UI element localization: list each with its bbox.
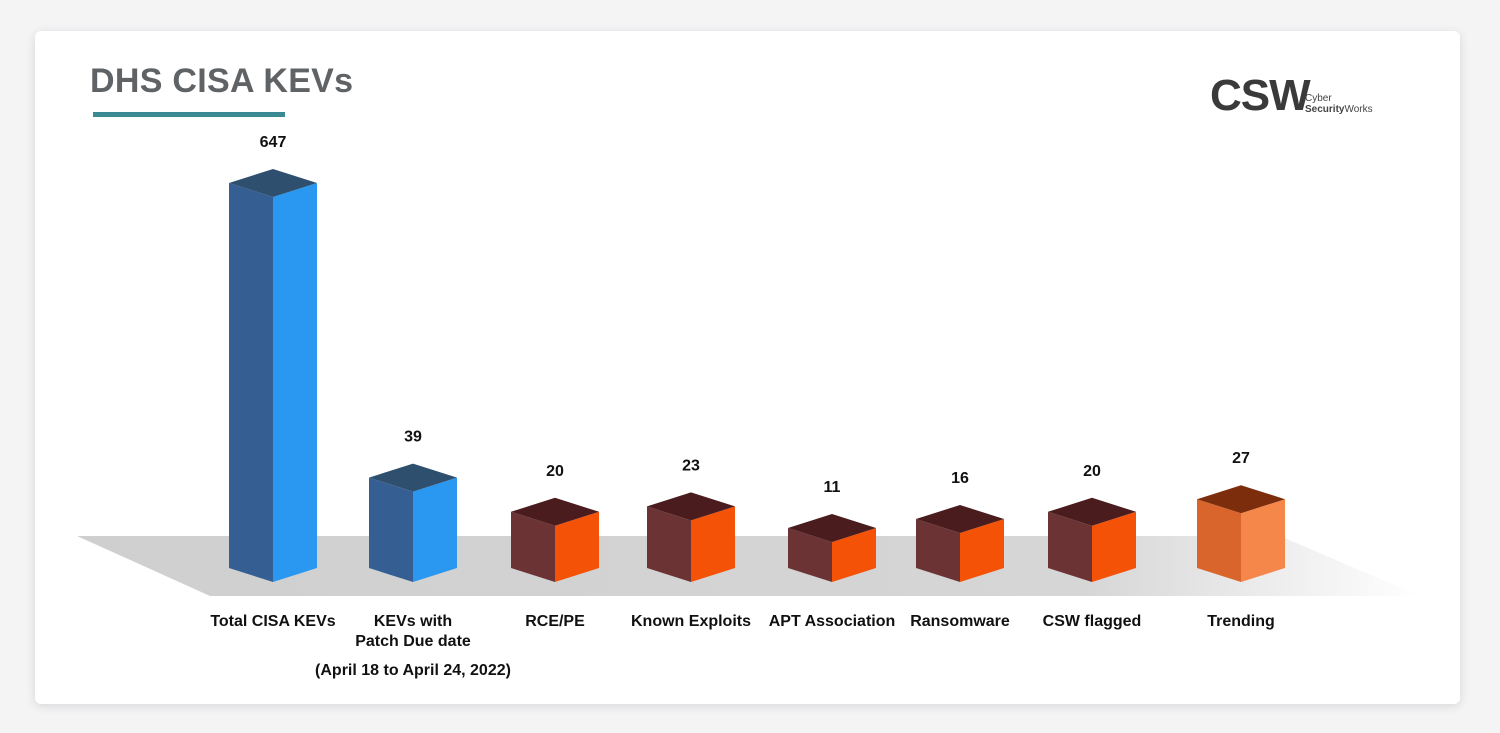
category-label-2-line-2: Patch Due date <box>355 633 471 650</box>
bar-2-top <box>369 463 457 492</box>
category-label-6-line-1: Ransomware <box>910 613 1010 630</box>
bar-2-side <box>369 477 413 582</box>
bar-1-side <box>229 183 273 582</box>
bar-4 <box>647 492 735 582</box>
category-label-6: Ransomware <box>860 612 1060 632</box>
logo-mark: CSW <box>1210 71 1311 120</box>
data-label-6: 16 <box>951 470 969 487</box>
bar-6-front <box>960 519 1004 582</box>
data-label-5: 11 <box>824 479 841 496</box>
category-label-4: Known Exploits <box>591 612 791 632</box>
bar-7-top <box>1048 497 1136 526</box>
bar-7-front <box>1092 511 1136 582</box>
category-label-7-line-1: CSW flagged <box>1042 613 1142 630</box>
category-label-3-line-1: RCE/PE <box>525 613 585 630</box>
logo-line-1: Cyber <box>1305 93 1332 104</box>
bar-1-top <box>229 169 317 197</box>
bar-7 <box>1048 497 1136 582</box>
bar-1-front <box>273 183 317 582</box>
title-underline <box>93 112 285 117</box>
bar-4-side <box>647 506 691 582</box>
bar-4-front <box>691 506 735 582</box>
data-label-4: 23 <box>682 457 700 474</box>
bar-5-front <box>832 528 876 582</box>
category-label-1-line-1: Total CISA KEVs <box>210 613 336 630</box>
category-label-7: CSW flagged <box>992 612 1192 632</box>
bar-5-side <box>788 528 832 582</box>
data-label-7: 20 <box>1083 463 1101 480</box>
category-label-1: Total CISA KEVs <box>173 612 373 632</box>
category-label-5: APT Association <box>732 612 932 632</box>
bar-6-side <box>916 519 960 582</box>
category-label-3: RCE/PE <box>455 612 655 632</box>
logo-line-2-bold: Security <box>1305 104 1345 115</box>
date-range-footnote: (April 18 to April 24, 2022) <box>315 662 511 679</box>
bar-series: 647 39 20 23 11 16 20 27 <box>229 134 1285 582</box>
bar-8-side <box>1197 499 1241 582</box>
bar-3-top <box>511 497 599 526</box>
logo-line-2: SecurityWorks <box>1305 104 1373 115</box>
logo-subtitle: Cyber SecurityWorks <box>1305 93 1373 115</box>
category-label-2-line-1: KEVs with <box>373 613 453 630</box>
bar-2-front <box>413 477 457 582</box>
bar-3-front <box>555 511 599 582</box>
logo-line-2-rest: Works <box>1344 104 1373 115</box>
data-label-3: 20 <box>546 463 564 480</box>
bar-8 <box>1197 485 1285 582</box>
bar-2 <box>369 463 457 582</box>
data-label-1: 647 <box>260 134 287 151</box>
data-label-8: 27 <box>1232 450 1250 467</box>
data-label-2: 39 <box>404 429 422 446</box>
category-label-2: KEVs with Patch Due date <box>313 612 513 652</box>
csw-logo: CSW Cyber SecurityWorks <box>1210 74 1390 124</box>
bar-8-top <box>1197 485 1285 514</box>
bar-7-side <box>1048 511 1092 582</box>
bar-1 <box>229 169 317 582</box>
bar-8-front <box>1241 499 1285 582</box>
bar-3 <box>511 497 599 582</box>
bar-5-top <box>788 514 876 542</box>
chart-title: DHS CISA KEVs <box>90 62 354 100</box>
bar-6 <box>916 505 1004 582</box>
bar-4-top <box>647 492 735 521</box>
category-label-5-line-1: APT Association <box>768 613 896 630</box>
bar-6-top <box>916 505 1004 533</box>
category-label-4-line-1: Known Exploits <box>631 613 751 630</box>
bar-3-side <box>511 511 555 582</box>
bar-5 <box>788 514 876 582</box>
category-label-8-line-1: Trending <box>1207 613 1275 630</box>
category-label-8: Trending <box>1141 612 1341 632</box>
